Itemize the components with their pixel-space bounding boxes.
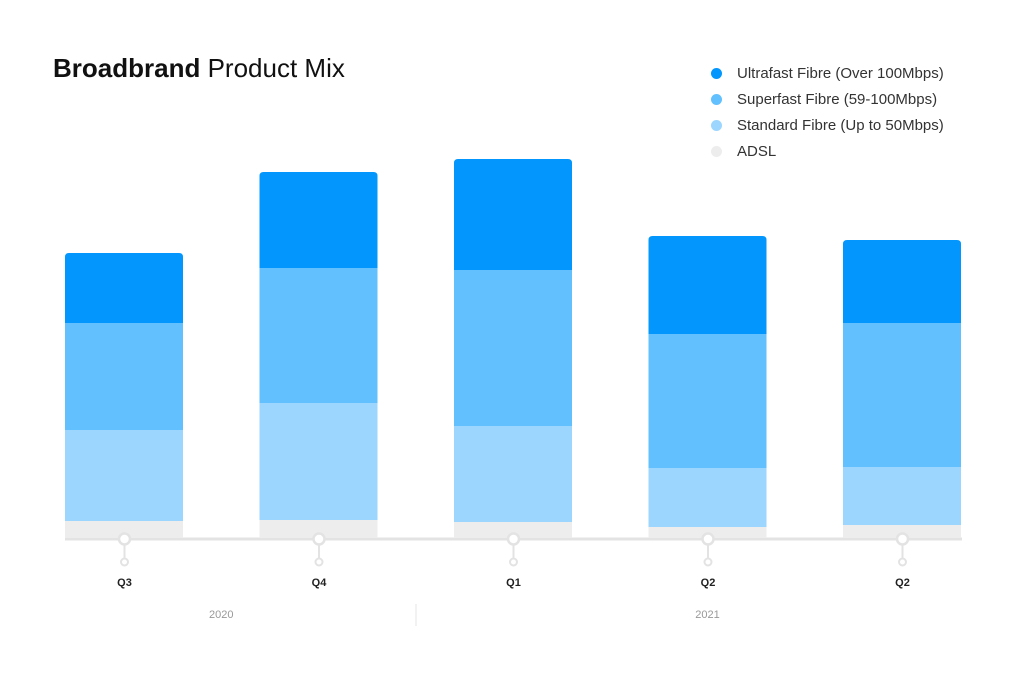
legend: Ultrafast Fibre (Over 100Mbps) Superfast… <box>711 60 944 164</box>
tick-marker-3 <box>506 532 521 546</box>
bar-3-segment-superfast <box>454 270 572 426</box>
tick-end-1 <box>120 557 129 567</box>
legend-swatch-adsl <box>711 145 722 157</box>
year-group-label-2020: 2020 <box>209 609 233 621</box>
legend-label-ultrafast: Ultrafast Fibre (Over 100Mbps) <box>737 64 944 82</box>
x-tick-label-5: Q2 <box>895 577 910 589</box>
legend-item-adsl: ADSL <box>711 138 944 164</box>
chart-title-light: Product Mix <box>207 53 345 83</box>
tick-end-2 <box>314 557 324 567</box>
tick-marker-2 <box>312 532 326 546</box>
bar-3-segment-ultrafast <box>454 159 572 270</box>
bar-5-segment-standard <box>843 467 961 525</box>
chart-title: Broadbrand Product Mix <box>53 53 345 84</box>
tick-marker-1 <box>117 532 132 546</box>
legend-item-superfast: Superfast Fibre (59-100Mbps) <box>711 86 944 112</box>
bar-2-segment-ultrafast <box>259 172 378 268</box>
x-tick-label-1: Q3 <box>117 577 132 589</box>
bar-5-segment-superfast <box>843 323 961 467</box>
bar-1-segment-ultrafast <box>65 253 183 323</box>
bar-4-segment-superfast <box>648 334 767 468</box>
legend-swatch-standard <box>711 119 722 131</box>
bar-3-segment-standard <box>454 426 572 522</box>
bar-1-segment-standard <box>65 430 183 521</box>
tick-end-5 <box>898 557 907 567</box>
tick-end-4 <box>703 557 713 567</box>
legend-item-ultrafast: Ultrafast Fibre (Over 100Mbps) <box>711 60 944 86</box>
legend-swatch-ultrafast <box>711 67 722 79</box>
bar-4-segment-ultrafast <box>648 236 767 334</box>
legend-label-superfast: Superfast Fibre (59-100Mbps) <box>737 90 938 108</box>
bar-2-segment-standard <box>259 403 378 520</box>
legend-swatch-superfast <box>711 93 722 105</box>
chart-title-bold: Broadbrand <box>53 53 201 83</box>
bar-5-segment-adsl <box>843 525 961 538</box>
bar-3-segment-adsl <box>454 522 572 538</box>
legend-label-standard: Standard Fibre (Up to 50Mbps) <box>737 116 944 134</box>
bar-1-segment-superfast <box>65 323 183 430</box>
bar-4-segment-standard <box>648 468 767 527</box>
year-group-label-2021: 2021 <box>695 609 719 621</box>
legend-item-standard: Standard Fibre (Up to 50Mbps) <box>711 112 944 138</box>
tick-marker-5 <box>895 532 910 546</box>
bar-2-segment-adsl <box>259 520 378 538</box>
legend-label-adsl: ADSL <box>737 142 777 160</box>
tick-end-3 <box>509 557 518 567</box>
tick-marker-4 <box>701 532 715 546</box>
x-tick-label-3: Q1 <box>506 577 521 589</box>
x-tick-label-2: Q4 <box>312 577 328 589</box>
bar-1-segment-adsl <box>65 521 183 538</box>
bar-2-segment-superfast <box>259 268 378 403</box>
x-tick-label-4: Q2 <box>701 577 716 589</box>
bar-5-segment-ultrafast <box>843 240 961 323</box>
